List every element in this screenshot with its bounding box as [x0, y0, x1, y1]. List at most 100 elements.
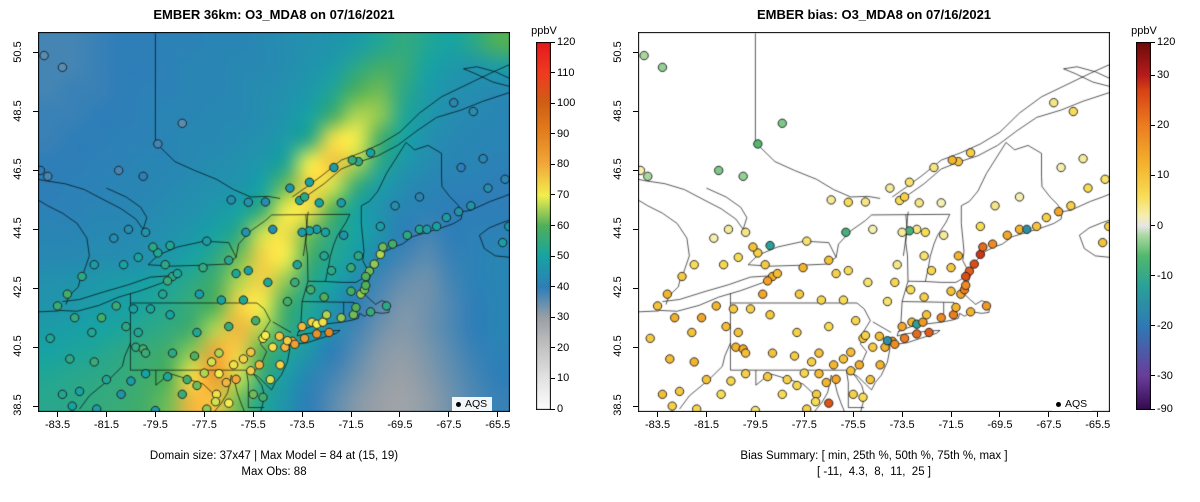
y-tick-mark	[33, 287, 38, 289]
bias-caption-line1: Bias Summary: [ min, 25th %, 50th %, 75t…	[740, 450, 1008, 462]
x-tick-label: -69.5	[987, 419, 1013, 431]
y-tick-mark	[633, 52, 638, 54]
colorbar-tick-mark	[551, 286, 555, 288]
colorbar-tick-mark	[1151, 124, 1155, 126]
bias-caption-line2: [ -11, 4.3, 8, 11, 25 ]	[816, 466, 931, 478]
y-tick-mark	[33, 346, 38, 348]
aqs-legend-label: AQS	[1065, 398, 1088, 410]
y-tick-label: 48.5	[612, 99, 624, 122]
x-tick-label: -71.5	[938, 419, 964, 431]
x-tick-mark	[105, 412, 107, 417]
x-tick-mark	[252, 412, 254, 417]
colorbar-tick-label: 0	[1157, 219, 1164, 232]
x-tick-label: -71.5	[338, 419, 364, 431]
x-tick-mark	[901, 412, 903, 417]
x-tick-mark	[754, 412, 756, 417]
x-tick-label: -73.5	[289, 419, 315, 431]
model-map-panel: EMBER 36km: O3_MDA8 on 07/16/2021 ppbV -…	[12, 7, 576, 480]
colorbar-tick-mark	[551, 163, 555, 165]
y-tick-label: 48.5	[12, 99, 24, 122]
colorbar-tick-label: 90	[557, 127, 570, 140]
x-tick-mark	[154, 412, 156, 417]
x-tick-mark	[657, 412, 659, 417]
x-tick-label: -83.5	[645, 419, 671, 431]
y-tick-mark	[33, 228, 38, 230]
y-tick-mark	[33, 111, 38, 113]
x-tick-mark	[399, 412, 401, 417]
y-tick-mark	[633, 228, 638, 230]
x-tick-label: -67.5	[1036, 419, 1062, 431]
colorbar-tick-label: 30	[1157, 69, 1170, 82]
x-tick-mark	[301, 412, 303, 417]
colorbar-tick-mark	[1151, 375, 1155, 377]
colorbar-tick-mark	[551, 408, 555, 410]
colorbar-tick-mark	[1151, 325, 1155, 327]
colorbar-tick-label: -20	[1157, 319, 1173, 332]
bias-colorbar	[1136, 42, 1151, 410]
concentration-colorbar	[536, 42, 551, 410]
colorbar-tick-mark	[551, 194, 555, 196]
colorbar-tick-label: 100	[557, 97, 576, 110]
x-tick-label: -65.5	[1085, 419, 1111, 431]
colorbar-tick-mark	[551, 255, 555, 257]
y-tick-label: 38.5	[612, 394, 624, 416]
colorbar-tick-mark	[1151, 408, 1155, 410]
x-tick-mark	[950, 412, 952, 417]
colorbar-tick-mark	[1151, 174, 1155, 176]
colorbar-tick-label: 120	[1157, 36, 1176, 48]
x-tick-mark	[1048, 412, 1050, 417]
colorbar-tick-label: -90	[1157, 403, 1173, 415]
ozone-concentration-map-canvas	[38, 32, 510, 412]
colorbar-tick-label: 0	[557, 403, 564, 415]
x-tick-mark	[350, 412, 352, 417]
colorbar-tick-mark	[551, 133, 555, 135]
x-tick-label: -83.5	[45, 419, 71, 431]
colorbar-tick-label: -30	[1157, 369, 1173, 382]
colorbar-tick-mark	[551, 72, 555, 74]
x-tick-label: -75.5	[240, 419, 266, 431]
colorbar-tick-label: 120	[557, 36, 576, 48]
x-tick-mark	[497, 412, 499, 417]
colorbar-tick-mark	[551, 347, 555, 349]
y-tick-label: 50.5	[12, 40, 24, 63]
y-tick-mark	[633, 111, 638, 113]
x-tick-label: -81.5	[693, 419, 719, 431]
y-tick-label: 50.5	[612, 40, 624, 63]
colorbar-tick-mark	[551, 316, 555, 318]
aqs-point-icon	[456, 401, 461, 407]
colorbar-tick-mark	[551, 41, 555, 43]
x-tick-label: -67.5	[436, 419, 462, 431]
x-tick-mark	[999, 412, 1001, 417]
y-tick-mark	[633, 287, 638, 289]
x-tick-label: -79.5	[142, 419, 168, 431]
colorbar-tick-mark	[1151, 225, 1155, 226]
colorbar-units-label: ppbV	[1131, 25, 1157, 37]
x-tick-label: -81.5	[93, 419, 119, 431]
colorbar-tick-label: 20	[1157, 119, 1170, 132]
colorbar-units-label: ppbV	[531, 25, 557, 37]
colorbar-tick-label: 30	[557, 311, 570, 324]
x-tick-label: -73.5	[889, 419, 915, 431]
x-tick-label: -77.5	[191, 419, 217, 431]
x-tick-label: -77.5	[791, 419, 817, 431]
y-tick-label: 40.5	[612, 335, 624, 357]
y-tick-mark	[33, 169, 38, 171]
x-tick-label: -79.5	[742, 419, 768, 431]
colorbar-tick-label: 20	[557, 341, 570, 354]
colorbar-tick-mark	[551, 377, 555, 379]
model-panel-title: EMBER 36km: O3_MDA8 on 07/16/2021	[153, 7, 395, 22]
y-tick-mark	[33, 52, 38, 54]
colorbar-tick-label: 110	[557, 66, 575, 79]
x-tick-mark	[203, 412, 205, 417]
colorbar-tick-label: 80	[557, 158, 570, 171]
x-tick-mark	[705, 412, 707, 417]
y-tick-mark	[633, 405, 638, 407]
y-tick-label: 40.5	[12, 335, 24, 357]
bias-map-panel: EMBER bias: O3_MDA8 on 07/16/2021 ppbV -…	[600, 0, 1200, 502]
model-caption-line1: Domain size: 37x47 | Max Model = 84 at (…	[149, 450, 399, 462]
aqs-legend: AQS	[452, 397, 493, 411]
y-tick-label: 42.5	[612, 276, 624, 298]
model-caption: Domain size: 37x47 | Max Model = 84 at (…	[20, 448, 528, 480]
colorbar-tick-label: 50	[557, 250, 570, 263]
colorbar-tick-mark	[1151, 275, 1155, 277]
